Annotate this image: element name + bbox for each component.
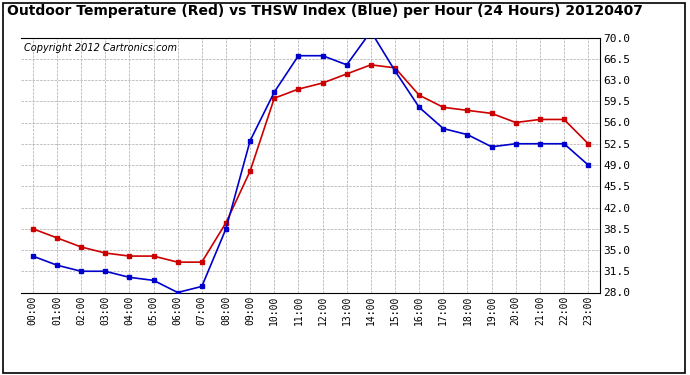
- Text: Copyright 2012 Cartronics.com: Copyright 2012 Cartronics.com: [23, 43, 177, 52]
- Text: Outdoor Temperature (Red) vs THSW Index (Blue) per Hour (24 Hours) 20120407: Outdoor Temperature (Red) vs THSW Index …: [7, 4, 643, 18]
